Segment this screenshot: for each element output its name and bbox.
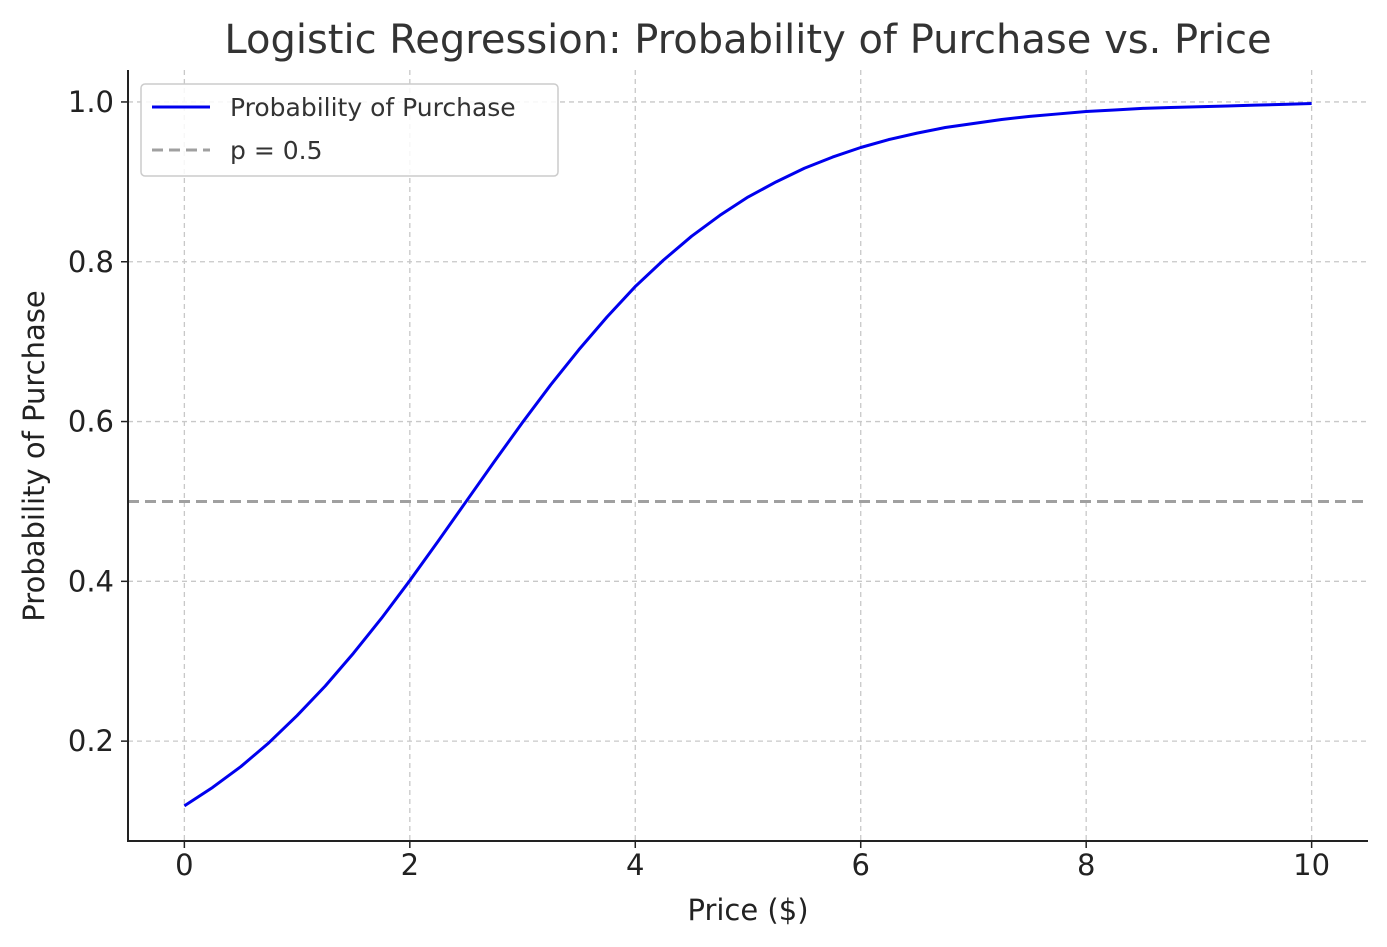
x-tick-label: 4: [626, 848, 644, 882]
y-tick-label: 0.4: [68, 564, 114, 598]
legend: Probability of Purchase p = 0.5: [140, 83, 559, 177]
y-tick-label: 0.8: [68, 245, 114, 279]
series-layer: [128, 102, 1368, 808]
axes: [127, 70, 1368, 842]
grid: [128, 70, 1368, 841]
probability-curve: [183, 102, 1312, 808]
x-tick-label: 0: [175, 848, 193, 882]
y-tick-label: 1.0: [68, 85, 114, 119]
y-tick-label: 0.6: [68, 405, 114, 439]
y-tick-label: 0.2: [68, 724, 114, 758]
y-axis-label: Probability of Purchase: [17, 290, 51, 621]
x-tick-label: 2: [401, 848, 419, 882]
legend-label-probability: Probability of Purchase: [230, 93, 516, 122]
x-axis-label: Price ($): [687, 893, 808, 927]
chart-title: Logistic Regression: Probability of Purc…: [224, 17, 1271, 63]
legend-box: [140, 83, 559, 177]
x-tick-label: 8: [1077, 848, 1095, 882]
ticks: 0 2 4 6 8 10 0.2 0.4 0.6 0.8 1.0: [68, 85, 1330, 882]
x-tick-label: 6: [852, 848, 870, 882]
legend-label-threshold: p = 0.5: [230, 136, 322, 165]
x-tick-label: 10: [1293, 848, 1330, 882]
